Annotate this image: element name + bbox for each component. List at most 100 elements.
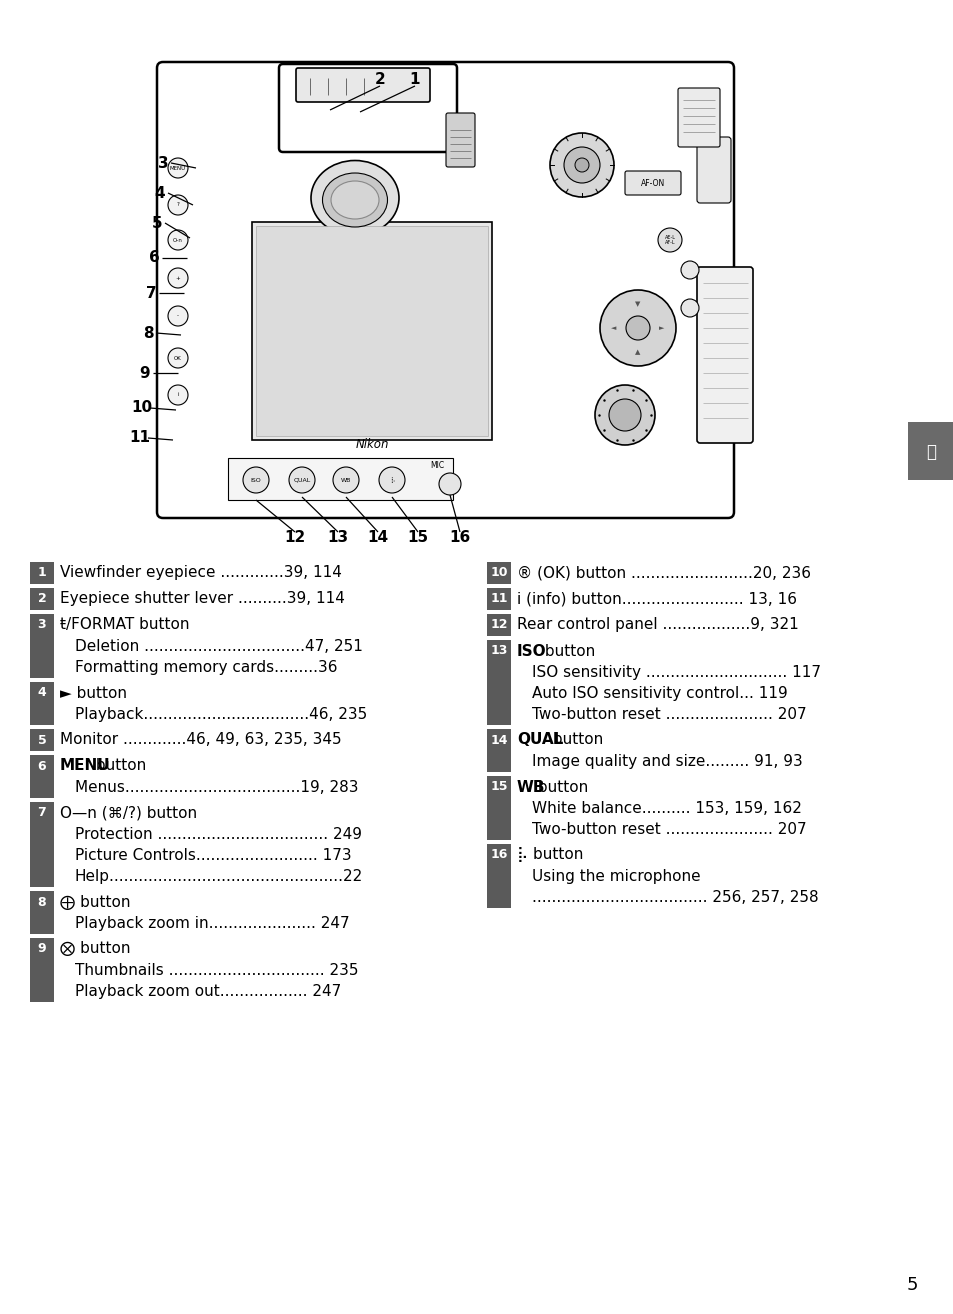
Text: ® (OK) button .........................20, 236: ® (OK) button .........................2…: [517, 565, 810, 581]
Text: ⡧ button: ⡧ button: [517, 848, 583, 862]
Circle shape: [658, 229, 681, 252]
Bar: [486, 777, 511, 840]
Text: AE-L
AF-L: AE-L AF-L: [664, 235, 675, 246]
Text: 5: 5: [37, 733, 47, 746]
Text: i (info) button......................... 13, 16: i (info) button.........................…: [517, 591, 796, 607]
Text: -: -: [177, 314, 179, 318]
Text: +: +: [175, 276, 180, 280]
Text: 16: 16: [490, 849, 507, 862]
Circle shape: [550, 133, 614, 197]
Circle shape: [378, 466, 405, 493]
Text: 12: 12: [490, 619, 507, 632]
Text: AF-ON: AF-ON: [640, 179, 664, 188]
Circle shape: [168, 158, 188, 177]
Ellipse shape: [322, 173, 387, 227]
Text: Eyepiece shutter lever ..........39, 114: Eyepiece shutter lever ..........39, 114: [60, 591, 345, 607]
Text: button: button: [548, 732, 603, 748]
Text: button: button: [91, 758, 147, 774]
Text: 7: 7: [146, 285, 156, 301]
Text: 12: 12: [284, 530, 305, 544]
Text: 8: 8: [38, 896, 47, 908]
Text: 8: 8: [143, 326, 153, 340]
Text: O—n (⌘/?) button: O—n (⌘/?) button: [60, 805, 197, 820]
Ellipse shape: [331, 181, 378, 219]
Text: WB: WB: [517, 779, 545, 795]
Text: ISO: ISO: [517, 644, 546, 658]
Text: 1: 1: [410, 72, 420, 88]
Text: MENU: MENU: [170, 166, 186, 171]
Circle shape: [168, 385, 188, 405]
Text: 9: 9: [139, 365, 151, 381]
Text: 2: 2: [375, 72, 385, 88]
Bar: [486, 614, 511, 636]
Text: Formatting memory cards.........36: Formatting memory cards.........36: [75, 660, 337, 675]
Text: Playback zoom in...................... 247: Playback zoom in...................... 2…: [75, 916, 349, 932]
Circle shape: [680, 300, 699, 317]
Text: 1: 1: [37, 566, 47, 579]
Bar: [486, 844, 511, 908]
Circle shape: [168, 268, 188, 288]
Circle shape: [168, 306, 188, 326]
Text: Two-button reset ...................... 207: Two-button reset ...................... …: [532, 707, 806, 721]
Text: 11: 11: [490, 593, 507, 606]
Text: ŧ/FORMAT button: ŧ/FORMAT button: [60, 618, 190, 632]
Bar: [486, 587, 511, 610]
FancyBboxPatch shape: [157, 62, 733, 518]
Text: 3: 3: [38, 619, 47, 632]
Bar: [30, 682, 54, 725]
FancyBboxPatch shape: [678, 88, 720, 147]
Text: Playback zoom out.................. 247: Playback zoom out.................. 247: [75, 984, 341, 999]
Text: 4: 4: [154, 185, 165, 201]
Text: QUAL: QUAL: [294, 477, 311, 482]
Text: 10: 10: [490, 566, 507, 579]
Text: button: button: [532, 779, 587, 795]
Bar: [255, 226, 488, 436]
Bar: [30, 756, 54, 798]
Text: Two-button reset ...................... 207: Two-button reset ...................... …: [532, 823, 806, 837]
Text: 6: 6: [38, 759, 47, 773]
Bar: [486, 729, 511, 773]
Circle shape: [575, 158, 588, 172]
Text: 9: 9: [38, 942, 47, 955]
Circle shape: [680, 261, 699, 279]
Circle shape: [289, 466, 314, 493]
Bar: [486, 562, 511, 583]
Text: 13: 13: [327, 530, 348, 544]
Text: ISO: ISO: [251, 477, 261, 482]
Text: Menus....................................19, 283: Menus...................................…: [75, 781, 358, 795]
Circle shape: [599, 290, 676, 367]
Text: ◄: ◄: [611, 325, 616, 331]
Text: MIC: MIC: [430, 460, 444, 469]
Text: OK: OK: [174, 356, 182, 360]
Circle shape: [625, 315, 649, 340]
Text: O-n: O-n: [172, 238, 183, 243]
Circle shape: [243, 466, 269, 493]
Text: Monitor .............46, 49, 63, 235, 345: Monitor .............46, 49, 63, 235, 34…: [60, 732, 341, 748]
Text: 15: 15: [407, 530, 428, 544]
FancyBboxPatch shape: [697, 267, 752, 443]
Circle shape: [438, 473, 460, 495]
FancyBboxPatch shape: [278, 64, 456, 152]
Text: 14: 14: [490, 733, 507, 746]
Text: 6: 6: [149, 251, 159, 265]
Text: 16: 16: [449, 530, 470, 544]
Bar: [228, 459, 453, 501]
Text: White balance.......... 153, 159, 162: White balance.......... 153, 159, 162: [532, 802, 801, 816]
Text: button: button: [539, 644, 595, 658]
Text: Nikon: Nikon: [355, 439, 388, 452]
Bar: [30, 729, 54, 752]
Text: ▲: ▲: [635, 350, 640, 355]
Text: ▼: ▼: [635, 301, 640, 307]
Text: ⨁ button: ⨁ button: [60, 895, 131, 909]
Text: Thumbnails ................................ 235: Thumbnails .............................…: [75, 963, 358, 978]
Bar: [30, 938, 54, 1003]
Bar: [907, 422, 953, 480]
Circle shape: [608, 399, 640, 431]
Text: Protection ................................... 249: Protection .............................…: [75, 827, 361, 842]
Text: QUAL: QUAL: [517, 732, 562, 748]
Text: 10: 10: [132, 401, 152, 415]
Text: .................................... 256, 257, 258: .................................... 256…: [532, 890, 818, 905]
Text: Viewfinder eyepiece .............39, 114: Viewfinder eyepiece .............39, 114: [60, 565, 341, 581]
Bar: [30, 562, 54, 583]
Text: WB: WB: [340, 477, 351, 482]
